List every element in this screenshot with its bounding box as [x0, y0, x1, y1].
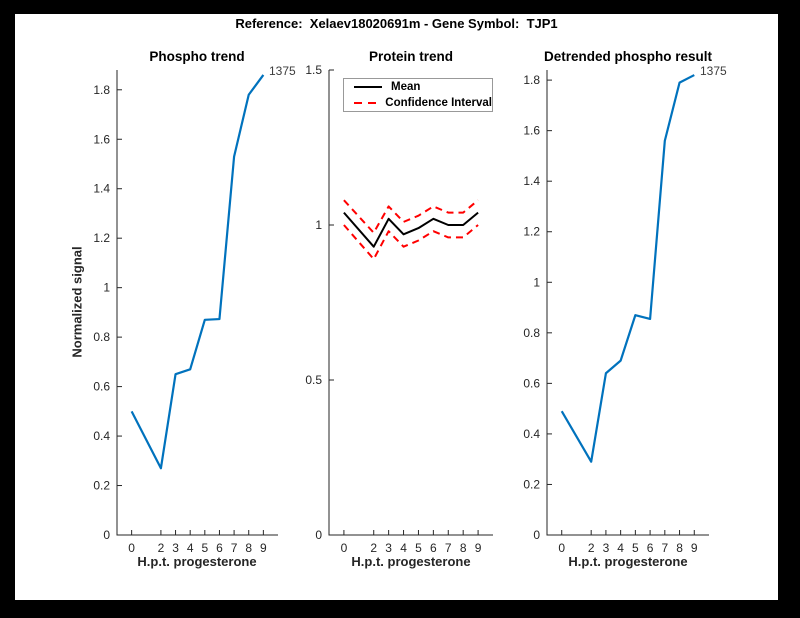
subplot2-axes [328, 70, 493, 536]
y-tick-label: 1.4 [523, 174, 540, 188]
y-tick-label: 1.8 [523, 73, 540, 87]
y-tick-label: 1 [533, 275, 540, 289]
x-tick-label: 8 [460, 541, 467, 555]
x-tick-label: 7 [231, 541, 238, 555]
detrended-phospho-line [560, 74, 695, 463]
x-tick-label: 3 [603, 541, 610, 555]
x-tick-label: 6 [216, 541, 223, 555]
y-tick-label: 0.8 [523, 326, 540, 340]
y-tick-label: 1.5 [305, 63, 322, 77]
x-tick-label: 2 [158, 541, 165, 555]
legend-box: Mean Confidence Interval [343, 78, 493, 112]
x-tick-label: 7 [661, 541, 668, 555]
y-tick-label: 0.5 [305, 373, 322, 387]
confidence-line-sample-icon [354, 102, 378, 104]
x-tick-label: 9 [691, 541, 698, 555]
x-tick-label: 0 [128, 541, 135, 555]
mean-line-sample-icon [354, 86, 382, 88]
y-tick-label: 1.8 [93, 83, 110, 97]
x-tick-label: 3 [385, 541, 392, 555]
y-tick-label: 1.2 [523, 225, 540, 239]
y-tick-label: 1.6 [93, 132, 110, 146]
legend-label-confidence-interval: Confidence Interval [385, 97, 492, 109]
subplot3-end-label: 1375 [700, 64, 727, 78]
subplot3-title: Detrended phospho result [543, 49, 712, 64]
y-tick-label: 0.6 [93, 380, 110, 394]
legend-row-confidence-interval: Confidence Interval [353, 96, 492, 110]
subplot2-xlabel: H.p.t. progesterone [351, 554, 471, 569]
y-tick-label: 0.2 [93, 479, 110, 493]
subplot1-title: Phospho trend [149, 49, 245, 64]
x-tick-label: 4 [187, 541, 194, 555]
y-tick-label: 1.4 [93, 182, 110, 196]
x-tick-label: 9 [475, 541, 482, 555]
x-tick-label: 7 [445, 541, 452, 555]
x-tick-label: 3 [172, 541, 179, 555]
x-tick-label: 5 [415, 541, 422, 555]
mean-line [343, 211, 479, 248]
y-tick-label: 1 [103, 281, 110, 295]
subplot1-end-label: 1375 [269, 64, 296, 78]
x-tick-label: 0 [341, 541, 348, 555]
figure-title: Reference: Xelaev18020691m - Gene Symbol… [235, 16, 558, 31]
x-tick-label: 0 [558, 541, 565, 555]
phospho-trend-line [130, 74, 265, 470]
x-tick-label: 2 [588, 541, 595, 555]
y-tick-label: 1 [315, 218, 322, 232]
x-tick-label: 9 [260, 541, 267, 555]
y-tick-label: 0 [315, 528, 322, 542]
x-tick-label: 4 [400, 541, 407, 555]
y-tick-label: 0 [103, 528, 110, 542]
subplot1-xlabel: H.p.t. progesterone [137, 554, 257, 569]
y-tick-label: 0 [533, 528, 540, 542]
legend-row-mean: Mean [353, 80, 492, 94]
subplot1-axes [116, 70, 278, 536]
confidence-lower-line [343, 224, 479, 261]
x-tick-label: 2 [370, 541, 377, 555]
legend-label-mean: Mean [391, 81, 421, 93]
y-tick-label: 1.6 [523, 124, 540, 138]
y-tick-label: 0.4 [523, 427, 540, 441]
subplot3-axes [546, 70, 709, 536]
subplot2-title: Protein trend [368, 49, 453, 64]
subplot1-ylabel: Normalized signal [69, 246, 85, 358]
x-tick-label: 6 [647, 541, 654, 555]
x-tick-label: 8 [676, 541, 683, 555]
x-tick-label: 5 [201, 541, 208, 555]
x-tick-label: 4 [617, 541, 624, 555]
subplot3-xlabel: H.p.t. progesterone [568, 554, 688, 569]
confidence-upper-line [343, 199, 479, 234]
y-tick-label: 0.8 [93, 330, 110, 344]
y-tick-label: 0.6 [523, 376, 540, 390]
x-tick-label: 6 [430, 541, 437, 555]
x-tick-label: 5 [632, 541, 639, 555]
y-tick-label: 0.4 [93, 429, 110, 443]
y-tick-label: 0.2 [523, 477, 540, 491]
x-tick-label: 8 [245, 541, 252, 555]
y-tick-label: 1.2 [93, 231, 110, 245]
